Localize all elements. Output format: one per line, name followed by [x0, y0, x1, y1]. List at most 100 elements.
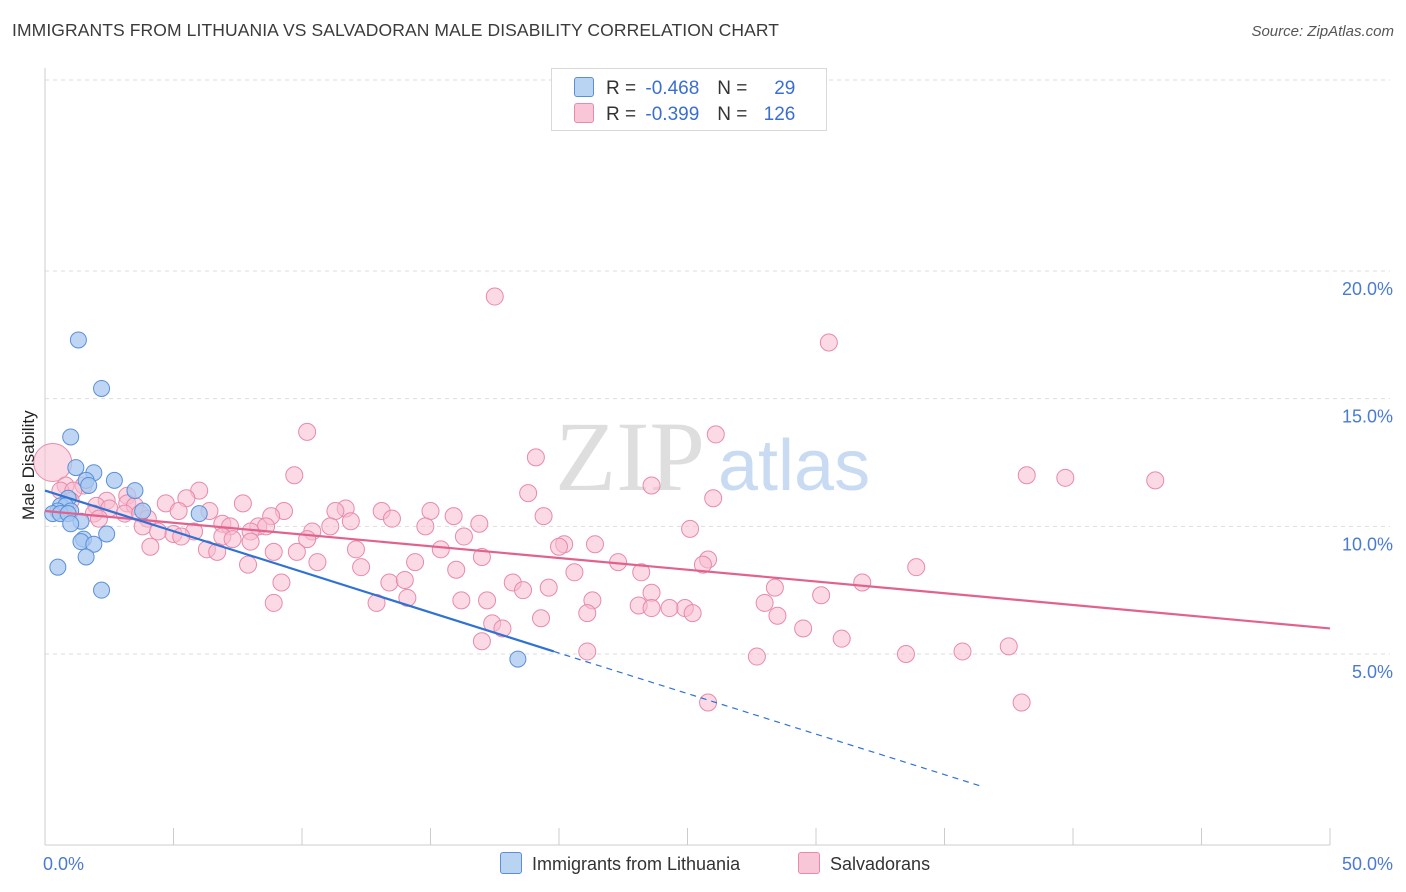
salvadorans-point	[660, 599, 679, 618]
salvadorans-point	[346, 540, 365, 559]
salvadorans-point	[853, 573, 872, 592]
salvadorans-point	[819, 333, 838, 352]
salvadorans-point	[794, 619, 813, 638]
salvadorans-point	[519, 484, 538, 503]
salvadorans-point	[264, 593, 283, 612]
lithuania-point	[190, 505, 208, 523]
salvadorans-point	[953, 642, 972, 661]
salvadorans-point	[642, 476, 661, 495]
salvadorans-point	[223, 530, 242, 549]
y-tick-label: 5.0%	[1352, 662, 1393, 682]
lithuania-point	[134, 502, 152, 520]
salvadorans-points	[33, 287, 1165, 712]
legend-r-value: -0.468	[645, 78, 700, 99]
legend-r-label: R =	[606, 104, 637, 125]
watermark-atlas: atlas	[718, 426, 870, 506]
salvadorans-point	[416, 517, 435, 536]
salvadorans-point	[907, 558, 926, 577]
lithuania-point	[105, 471, 123, 489]
lithuania-point	[77, 548, 95, 566]
trend-lines	[44, 489, 1331, 788]
salvadorans-point	[352, 558, 371, 577]
salvadorans-point	[704, 489, 723, 508]
salvadorans-point	[326, 502, 345, 521]
salvadorans-point	[747, 647, 766, 666]
legend-swatch-blue	[574, 77, 594, 97]
salvadorans-point	[89, 509, 108, 528]
salvadorans-point	[578, 642, 597, 661]
correlation-legend: R = -0.468 N = 29 R = -0.399 N = 126	[551, 68, 827, 131]
salvadorans-point	[241, 532, 260, 551]
salvadorans-point	[447, 560, 466, 579]
legend-r-value: -0.399	[645, 104, 700, 125]
y-axis-label: Male Disability	[19, 410, 38, 520]
lithuania-point	[49, 558, 67, 576]
salvadorans-point	[896, 645, 915, 663]
salvadorans-point	[395, 570, 414, 589]
salvadorans-point	[532, 609, 551, 628]
salvadorans-point	[755, 593, 774, 612]
salvadorans-point	[287, 542, 306, 561]
watermark-zip: ZIP	[555, 401, 705, 512]
source-label: Source: ZipAtlas.com	[1251, 23, 1394, 40]
legend-n-value: 126	[763, 104, 796, 125]
salvadorans-point	[285, 466, 304, 485]
salvadorans-point	[832, 629, 851, 648]
lithuania-point	[69, 331, 87, 349]
salvadorans-point	[1146, 471, 1165, 490]
lithuania-point	[80, 476, 98, 494]
salvadorans-point	[514, 581, 533, 600]
y-tick-label: 15.0%	[1342, 407, 1393, 427]
salvadorans-point	[693, 555, 712, 574]
salvadorans-point	[470, 514, 489, 533]
salvadorans-point	[642, 583, 661, 602]
salvadorans-point	[298, 422, 317, 441]
salvadorans-point	[478, 591, 497, 610]
lithuania-point	[98, 525, 116, 543]
salvadorans-point	[452, 591, 471, 610]
salvadorans-point	[421, 502, 440, 521]
y-tick-label: 10.0%	[1342, 534, 1393, 554]
salvadorans-point	[706, 425, 725, 444]
salvadorans-point	[33, 443, 73, 482]
salvadorans-point	[308, 553, 327, 572]
x-tick-label: 0.0%	[43, 854, 84, 874]
bottom-legend-swatch-pink	[798, 852, 820, 874]
salvadorans-point	[141, 537, 160, 556]
lithuania-point	[509, 650, 527, 668]
salvadorans-point	[341, 512, 360, 531]
salvadorans-point	[765, 578, 784, 597]
salvadorans-point	[264, 542, 283, 561]
salvadorans-point	[472, 547, 491, 566]
legend-row-lithuania: R = -0.468 N = 29	[574, 77, 795, 101]
salvadorans-point	[681, 519, 700, 538]
salvadorans-point	[565, 563, 584, 582]
bottom-legend-lithuania: Immigrants from Lithuania	[500, 852, 740, 875]
bottom-legend-swatch-blue	[500, 852, 522, 874]
lithuania-point	[85, 535, 103, 553]
salvadorans-point	[578, 604, 597, 623]
salvadorans-point	[632, 563, 651, 582]
salvadorans-point	[272, 573, 291, 592]
lithuania-trend-line	[44, 489, 555, 653]
bottom-legend-label-lithuania: Immigrants from Lithuania	[532, 854, 741, 874]
salvadorans-point	[239, 555, 258, 574]
salvadorans-point	[233, 494, 252, 513]
salvadorans-point	[550, 537, 568, 556]
lithuania-point	[126, 482, 144, 500]
salvadorans-point	[208, 542, 227, 561]
salvadorans-point	[1017, 466, 1036, 485]
salvadorans-point	[585, 535, 604, 554]
legend-n-value: 29	[774, 78, 796, 99]
salvadorans-point	[539, 578, 558, 597]
lithuania-point	[93, 581, 111, 599]
lithuania-point	[67, 459, 85, 477]
salvadorans-point	[1012, 693, 1031, 712]
salvadorans-point	[454, 527, 473, 546]
lithuania-point	[62, 515, 80, 533]
salvadorans-point	[169, 502, 188, 521]
salvadorans-point	[431, 540, 450, 559]
salvadorans-point	[485, 287, 504, 306]
bottom-legend-salvadorans: Salvadorans	[798, 852, 930, 875]
chart-title: IMMIGRANTS FROM LITHUANIA VS SALVADORAN …	[12, 20, 780, 40]
